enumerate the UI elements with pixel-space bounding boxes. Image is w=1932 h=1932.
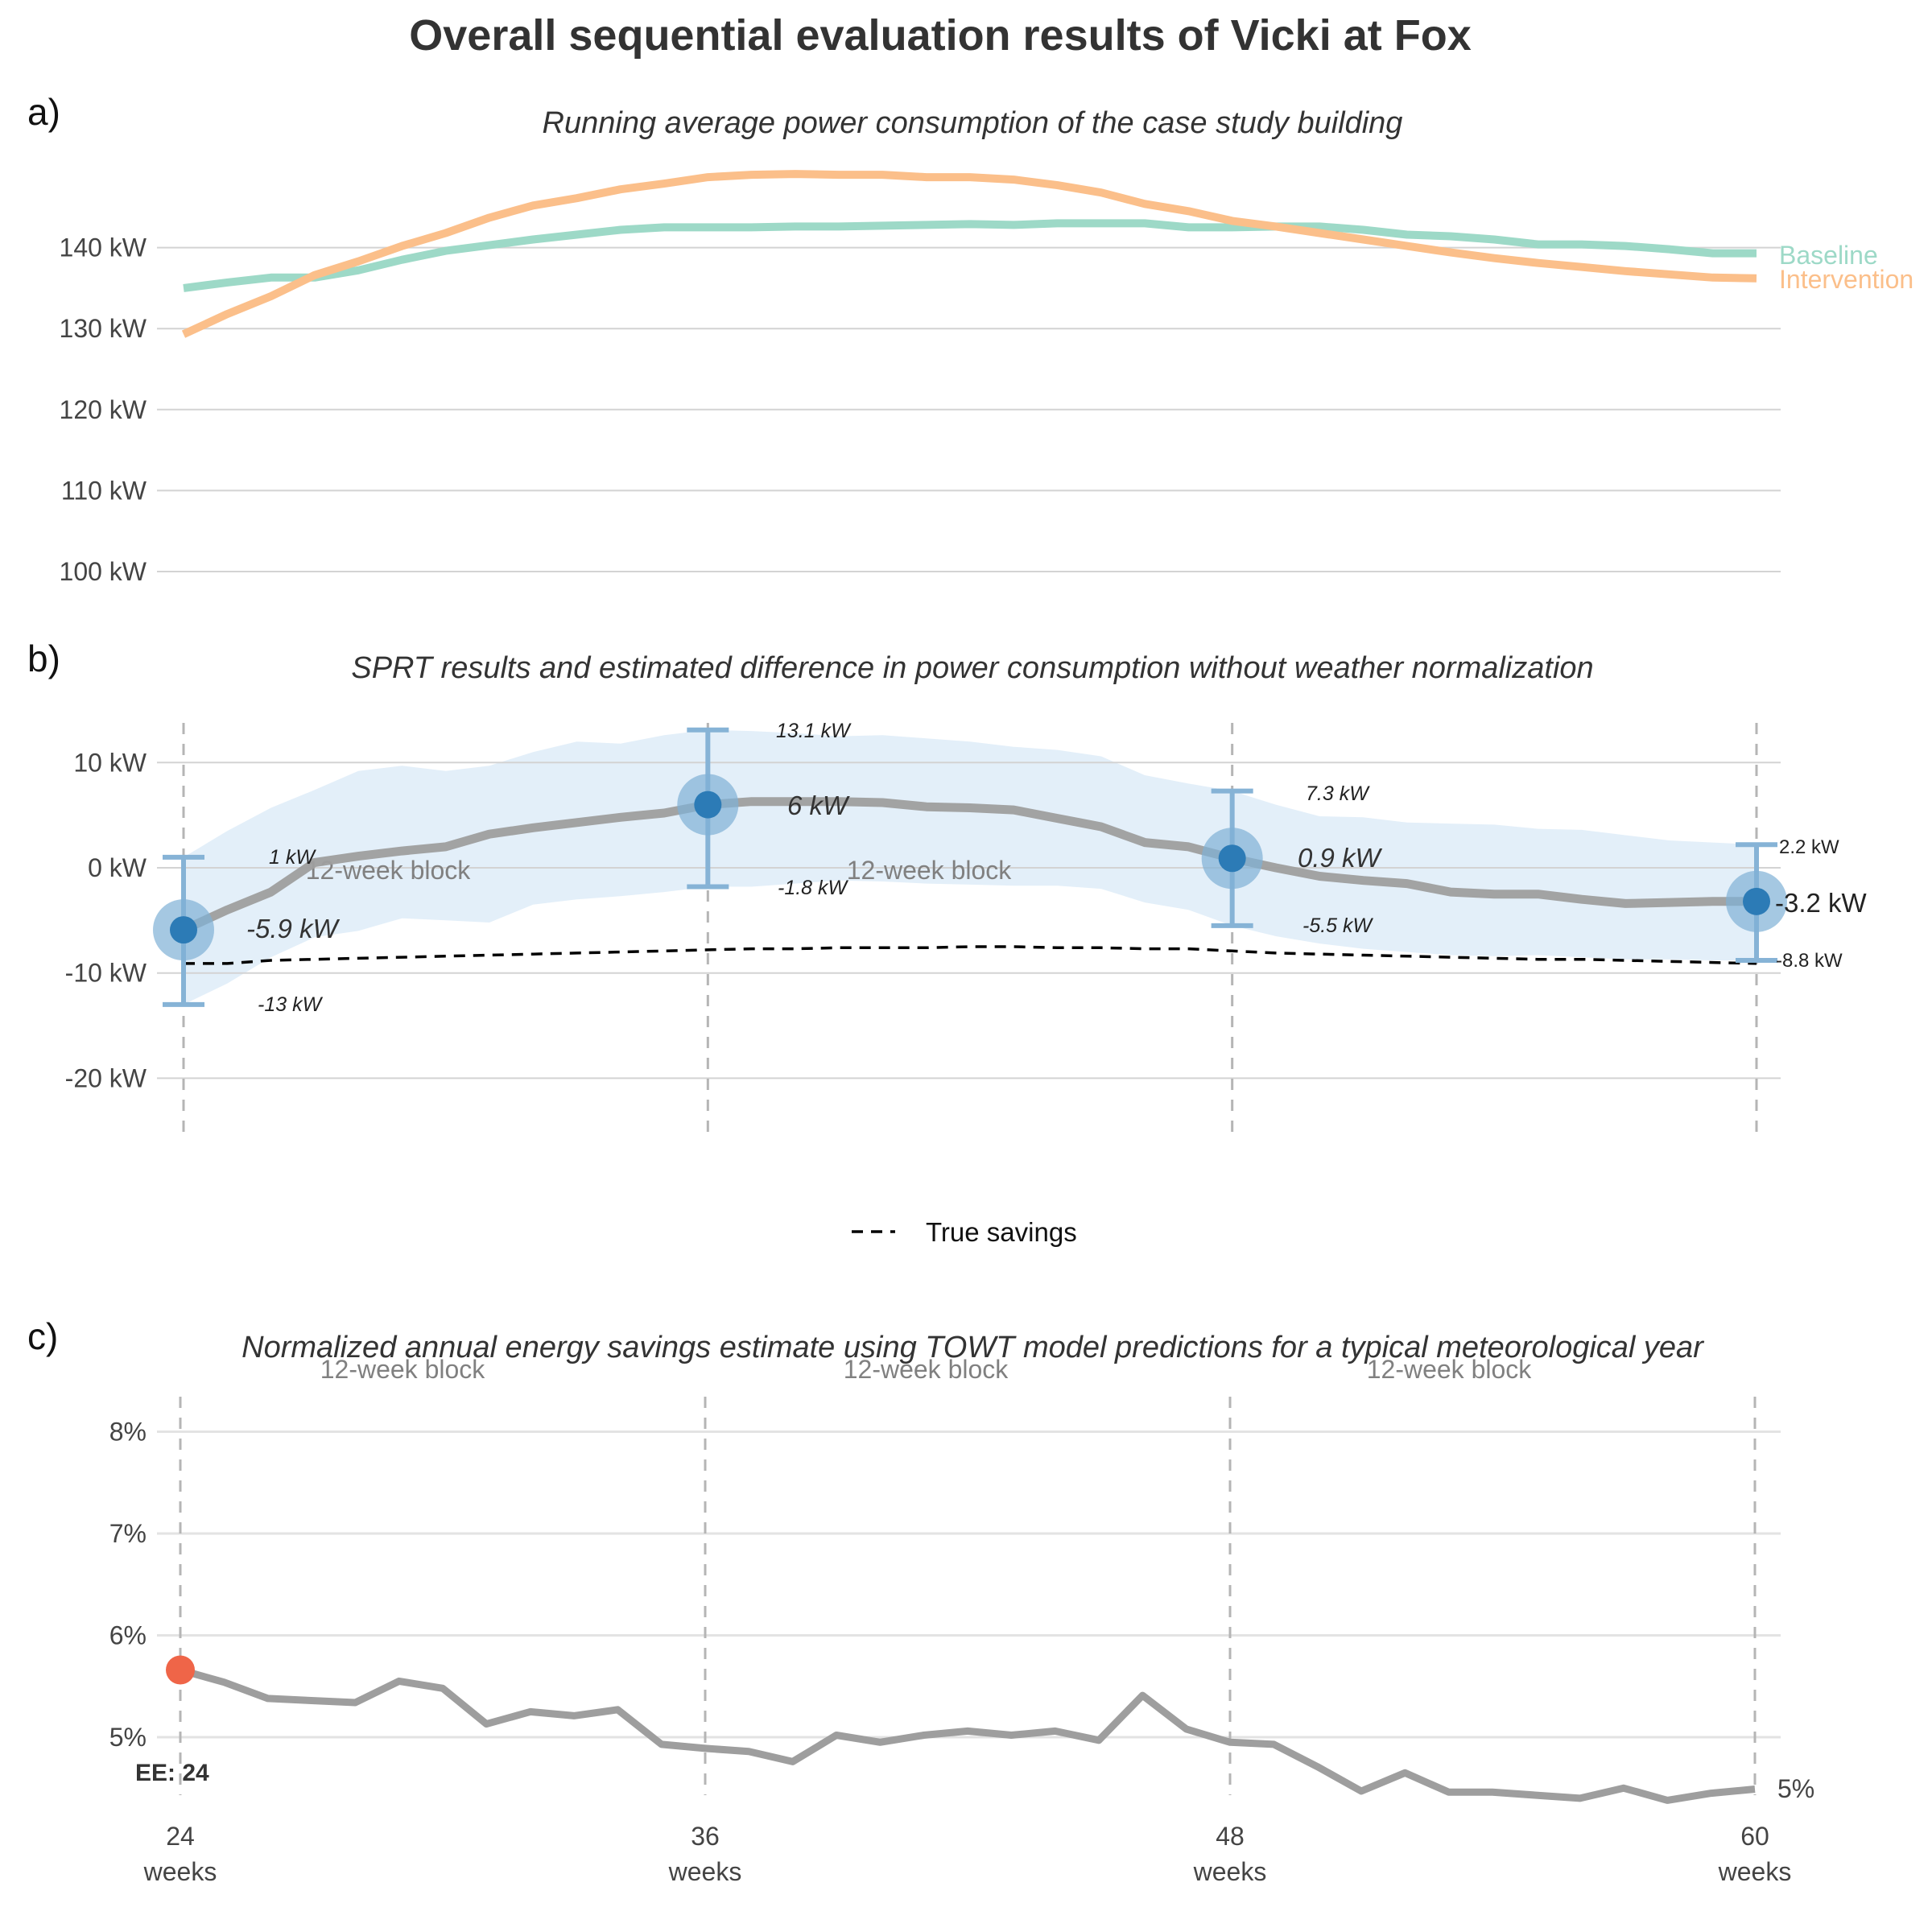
y-tick-c-6: 6% (109, 1621, 147, 1650)
estimate-line (181, 797, 1757, 935)
early-exit-point (166, 1655, 195, 1685)
panel-a-y-tick-labels: 100 kW 110 kW 120 kW 130 kW 140 kW (60, 233, 147, 586)
block-label-b-2: 12-week block (847, 856, 1013, 885)
y-tick-c-5: 5% (109, 1723, 147, 1752)
legend-true-savings: True savings (926, 1217, 1077, 1247)
x-tick-unit-60: weeks (1718, 1857, 1792, 1886)
series-label-baseline: Baseline (1779, 241, 1878, 270)
estimate-point-60 (1743, 887, 1770, 915)
panel-c-title: Normalized annual energy savings estimat… (242, 1331, 1704, 1364)
panel-b: b) SPRT results and estimated difference… (27, 638, 1868, 1247)
end-value-label: 5% (1777, 1774, 1814, 1803)
y-tick-c-7: 7% (109, 1519, 147, 1548)
panel-b-letter: b) (27, 638, 60, 679)
y-tick-a-130: 130 kW (60, 314, 147, 343)
panel-a: a) Running average power consumption of … (27, 91, 1913, 586)
early-exit-label: EE: 24 (135, 1760, 209, 1786)
panel-b-estimate-line (181, 797, 1757, 935)
label-lower-label-36: -1.8 kW (778, 877, 849, 899)
panel-c-x-tick-labels: 24 weeks 36 weeks 48 weeks 60 weeks (143, 1822, 1792, 1886)
y-tick-b--10: -10 kW (65, 959, 147, 988)
y-tick-a-120: 120 kW (60, 395, 147, 424)
label-lower-label-60: -8.8 kW (1776, 950, 1843, 972)
x-tick-value-60: 60 (1740, 1822, 1769, 1851)
true-savings-line (184, 945, 1757, 965)
panel-c-block-labels: 12-week block 12-week block 12-week block (320, 1355, 1533, 1384)
panel-a-gridlines (157, 246, 1781, 572)
label-estimate-label-60: -3.2 kW (1775, 888, 1868, 918)
label-upper-label-24: 1 kW (269, 846, 316, 869)
panel-b-gridlines (157, 762, 1781, 1080)
estimate-point-48 (1218, 844, 1246, 873)
x-tick-value-36: 36 (691, 1822, 720, 1851)
panel-b-title: SPRT results and estimated difference in… (351, 651, 1593, 685)
y-tick-a-100: 100 kW (60, 557, 147, 586)
y-tick-b-0: 0 kW (88, 853, 147, 882)
panel-c-letter: c) (27, 1315, 58, 1357)
panel-c-gridlines (157, 1430, 1781, 1739)
panel-b-true-savings (184, 945, 1757, 965)
x-tick-unit-48: weeks (1193, 1857, 1267, 1886)
panel-b-checkpoints (153, 727, 1787, 1007)
series-label-intervention: Intervention (1779, 265, 1913, 294)
panel-c-markers: EE: 24 5% (135, 1655, 1814, 1803)
series-line-intervention (181, 170, 1757, 338)
label-estimate-label-24: -5.9 kW (246, 914, 341, 943)
checkpoint-60 (1726, 842, 1787, 964)
label-estimate-label-36: 6 kW (787, 791, 850, 820)
savings-line (179, 1666, 1756, 1804)
label-upper-label-60: 2.2 kW (1779, 836, 1839, 858)
checkpoint-24 (153, 854, 214, 1007)
y-tick-b-10: 10 kW (73, 748, 147, 777)
panel-b-legend: True savings (852, 1217, 1077, 1247)
panel-a-series-lines (181, 170, 1757, 338)
estimate-point-24 (170, 916, 197, 944)
panel-c: c) Normalized annual energy savings esti… (27, 1315, 1814, 1886)
y-tick-a-110: 110 kW (61, 476, 147, 505)
estimate-point-36 (694, 791, 722, 819)
label-lower-label-24: -13 kW (258, 993, 324, 1016)
panel-c-savings-line (179, 1666, 1756, 1804)
panel-c-y-tick-labels: 5% 6% 7% 8% (109, 1418, 147, 1752)
y-tick-c-8: 8% (109, 1418, 147, 1447)
label-lower-label-48: -5.5 kW (1302, 914, 1374, 937)
label-upper-label-36: 13.1 kW (776, 720, 852, 742)
block-label-c-1: 12-week block (320, 1355, 486, 1384)
block-label-c-2: 12-week block (844, 1355, 1009, 1384)
panel-a-letter: a) (27, 91, 60, 133)
figure-title: Overall sequential evaluation results of… (409, 11, 1471, 60)
y-tick-b--20: -20 kW (65, 1063, 147, 1092)
x-tick-unit-24: weeks (143, 1857, 217, 1886)
panel-c-checkpoint-lines (179, 1397, 1757, 1795)
checkpoint-48 (1201, 788, 1263, 928)
x-tick-unit-36: weeks (668, 1857, 742, 1886)
x-tick-value-48: 48 (1216, 1822, 1245, 1851)
series-line-baseline (183, 219, 1757, 292)
label-estimate-label-48: 0.9 kW (1298, 843, 1383, 873)
panel-b-y-tick-labels: -20 kW -10 kW 0 kW 10 kW (65, 748, 147, 1092)
checkpoint-36 (677, 727, 739, 890)
panel-b-annotations: -5.9 kW -13 kW 1 kW 6 kW 13.1 kW -1.8 kW 0.9 k… (246, 720, 1868, 1016)
label-upper-label-48: 7.3 kW (1306, 782, 1370, 805)
x-tick-value-24: 24 (166, 1822, 195, 1851)
block-label-c-3: 12-week block (1367, 1355, 1533, 1384)
panel-a-title: Running average power consumption of the… (543, 106, 1403, 140)
y-tick-a-140: 140 kW (60, 233, 147, 262)
